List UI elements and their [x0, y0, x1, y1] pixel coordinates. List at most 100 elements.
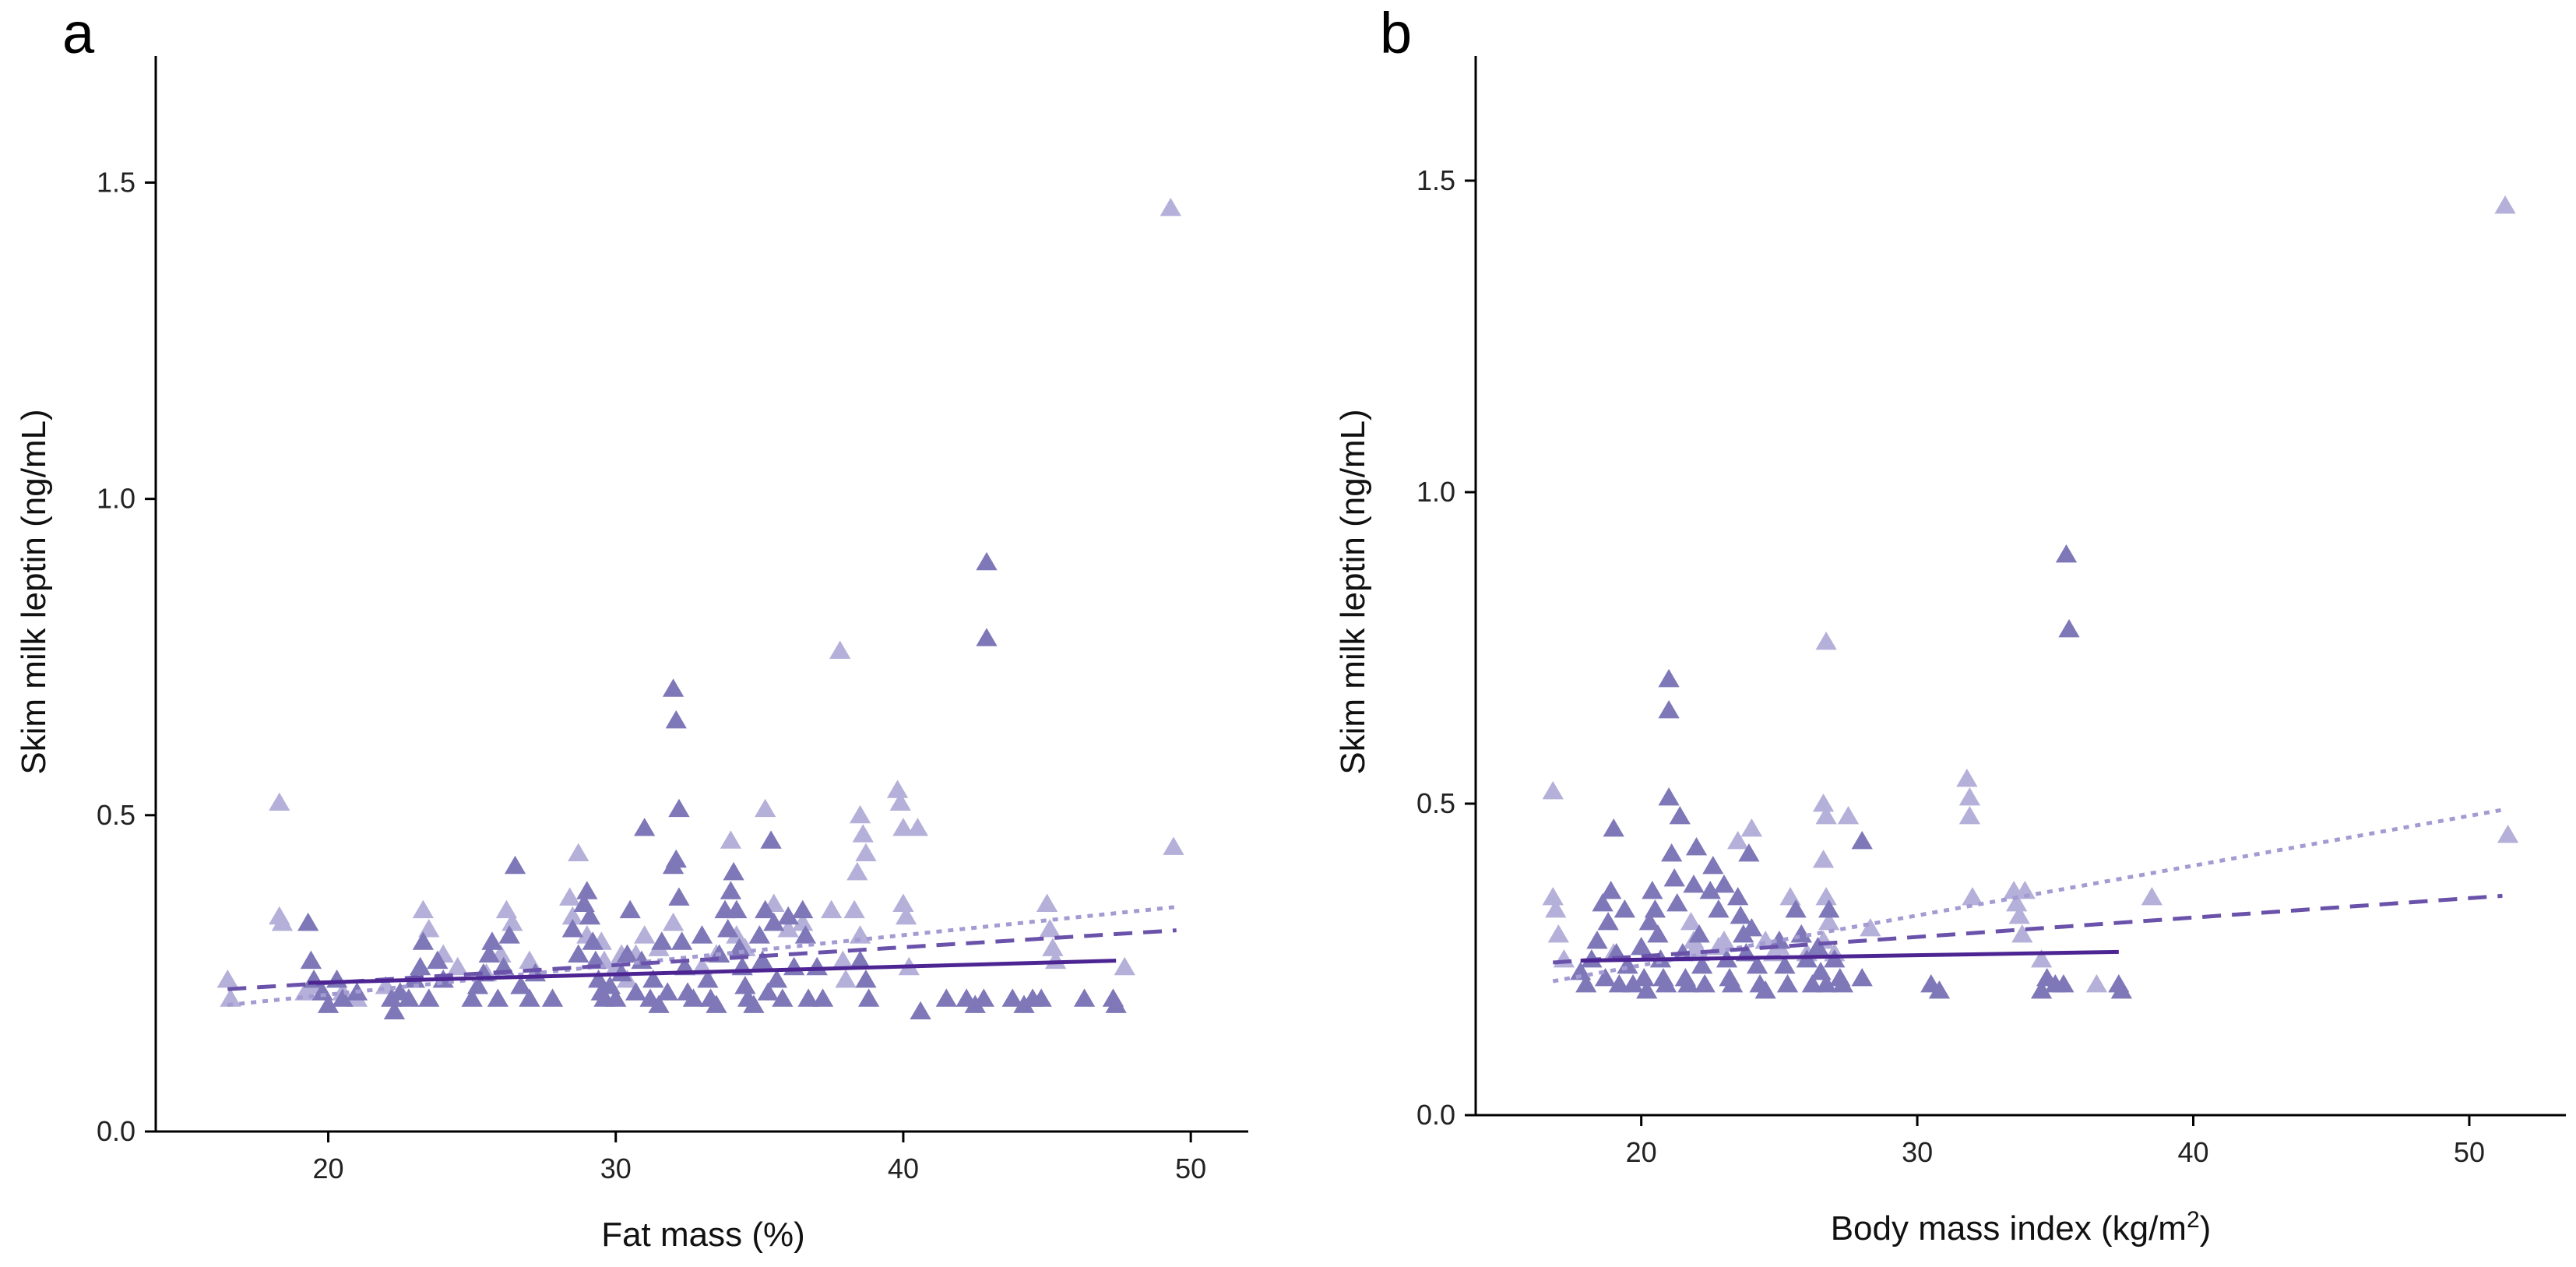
panel-a-point-dark	[332, 988, 354, 1007]
panel-a-point-light	[1036, 893, 1058, 912]
panel-a-point-dark	[576, 881, 598, 899]
panel-a-point-light	[906, 818, 929, 836]
panel-a-point-dark	[662, 678, 684, 697]
panel-b-point-dark	[1655, 974, 1677, 993]
panel-b-point-dark	[1685, 837, 1708, 856]
panel-a-point-dark	[973, 988, 994, 1007]
panel-b-y-tick-label: 0.5	[1416, 787, 1455, 819]
panel-a-y-tick-label: 1.5	[97, 166, 135, 198]
panel-b-point-dark	[1851, 831, 1873, 850]
panel-b-point-dark	[1660, 843, 1683, 862]
panel-b-point-dark	[1754, 980, 1776, 999]
panel-a-point-light	[1039, 919, 1061, 938]
panel-b-point-dark	[1622, 974, 1644, 993]
panel-a-point-dark	[783, 956, 805, 976]
panel-b-point-light	[2494, 195, 2516, 214]
panel-a-label: a	[62, 1, 95, 65]
panel-a-point-light	[1114, 956, 1135, 976]
panel-a-point-dark	[478, 944, 500, 963]
panel-b-point-light	[1812, 794, 1835, 812]
panel-a-point-dark	[668, 887, 690, 906]
panel-a-y-tick-label: 1.0	[97, 483, 135, 515]
panel-b-x-axis-title-superscript: 2	[2187, 1207, 2200, 1233]
panel-a-point-light	[829, 640, 851, 660]
panel-b-point-dark	[2110, 980, 2133, 999]
panel-a-point-dark	[412, 931, 435, 950]
panel-a-point-dark	[691, 925, 713, 944]
panel-b-point-dark	[1642, 881, 1663, 899]
panel-a-point-dark	[1030, 988, 1052, 1007]
panel-a-point-dark	[668, 798, 690, 818]
panel-a-point-dark	[763, 912, 785, 931]
panel-b-point-light	[2085, 974, 2108, 993]
panel-a-point-dark	[461, 988, 483, 1007]
panel-a-point-dark	[728, 938, 751, 956]
panel-b-point-dark	[1636, 980, 1658, 999]
panel-b-fit-line-dotted	[1552, 808, 2503, 984]
panel-a-point-dark	[1001, 988, 1023, 1007]
panel-b-point-dark	[1669, 806, 1691, 825]
panel-b-point-light	[2030, 949, 2053, 968]
panel-a-point-light	[832, 950, 854, 970]
panel-a-point-light	[495, 899, 518, 919]
panel-b-x-tick-label: 50	[2454, 1136, 2485, 1168]
panel-a-fit-line-solid	[308, 959, 1117, 985]
panel-b-point-light	[2008, 906, 2030, 924]
panel-b-point-dark	[1677, 974, 1699, 993]
panel-a-point-dark	[849, 950, 871, 970]
panel-a-point-dark	[760, 830, 782, 849]
panel-a-point-light	[895, 906, 917, 925]
panel-a-point-light	[849, 925, 871, 944]
panel-a-point-dark	[651, 931, 673, 950]
panel-b-point-light	[1542, 781, 1564, 800]
panel-a-point-dark	[418, 988, 440, 1007]
panel-b-point-dark	[1658, 700, 1680, 719]
panel-b-point-dark	[1586, 931, 1608, 949]
panel-a-point-light	[892, 818, 914, 836]
panel-a-point-dark	[398, 988, 420, 1007]
panel-b-point-dark	[1644, 899, 1666, 918]
panel-a-point-dark	[855, 970, 877, 988]
panel-b-point-dark	[1738, 843, 1760, 862]
panel-b-point-dark	[1694, 974, 1716, 993]
panel-b-point-light	[1779, 887, 1801, 906]
panel-b-point-dark	[1785, 899, 1807, 918]
panel-a-point-dark	[671, 931, 693, 950]
panel-a-point-dark	[585, 950, 607, 970]
panel-b-point-dark	[1801, 974, 1824, 993]
panel-a-point-dark	[619, 899, 641, 919]
panel-a-point-light	[1042, 938, 1064, 956]
panel-a-point-light	[1160, 197, 1181, 216]
panel-b-point-dark	[1740, 918, 1763, 937]
panel-a-point-light	[720, 830, 742, 849]
panel-b-point-dark	[1683, 875, 1705, 893]
panel-b-point-dark	[1721, 974, 1744, 993]
panel-b-point-dark	[1818, 899, 1840, 918]
panel-a-point-light	[777, 919, 799, 938]
panel-a-point-dark	[706, 994, 727, 1013]
panel-a-point-light	[1163, 836, 1184, 855]
panel-b-x-tick-label: 30	[1902, 1136, 1933, 1168]
panel-a-point-light	[559, 887, 581, 906]
panel-b: b Skim milk leptin (ng/mL) Body mass ind…	[1334, 1, 2566, 1248]
panel-b-point-dark	[1730, 906, 1751, 924]
panel-a-point-dark	[720, 881, 742, 899]
panel-a-point-dark	[300, 950, 322, 970]
panel-a-point-light	[447, 956, 469, 976]
panel-a-point-dark	[976, 628, 998, 646]
panel-a-point-dark	[726, 899, 748, 919]
panel-b-point-light	[1545, 899, 1567, 918]
panel-b-point-dark	[1666, 893, 1688, 912]
panel-a-point-dark	[976, 551, 998, 571]
panel-a-point-dark	[634, 818, 656, 836]
panel-a-point-dark	[797, 988, 819, 1007]
panel-a-point-dark	[723, 861, 744, 881]
panel-b-point-dark	[1638, 912, 1660, 931]
panel-b-point-light	[1713, 931, 1735, 949]
panel-a-point-light	[852, 824, 874, 843]
panel-b-point-light	[1860, 918, 1881, 937]
panel-a-point-dark	[642, 970, 664, 988]
panel-b-point-light	[1962, 887, 1983, 906]
panel-a-point-dark	[582, 931, 604, 950]
panel-b-point-dark	[2030, 980, 2053, 999]
